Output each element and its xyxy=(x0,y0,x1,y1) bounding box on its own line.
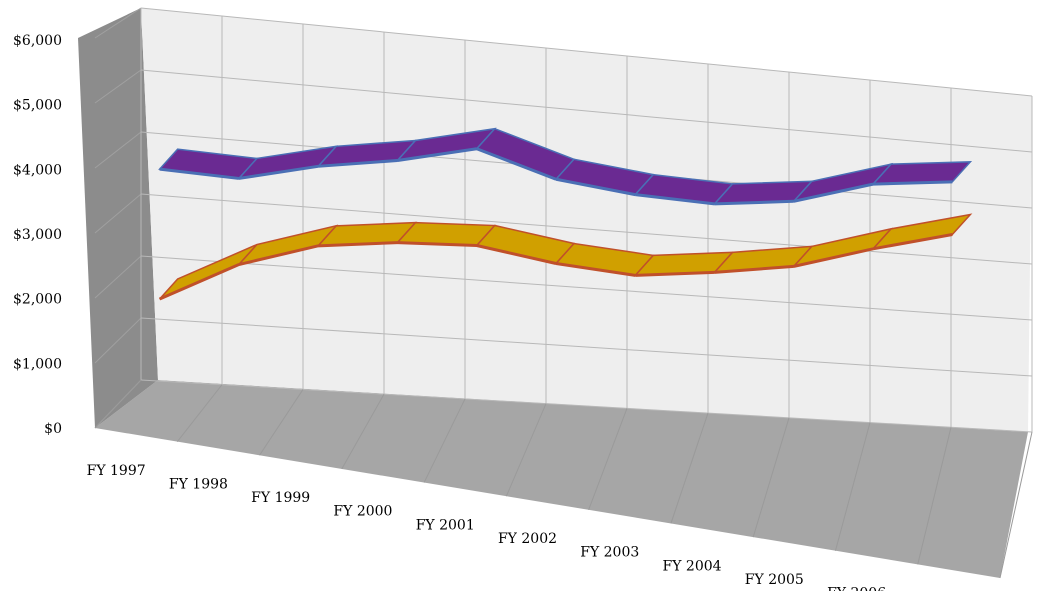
ribbon-edge xyxy=(476,244,557,265)
gridline-floor xyxy=(999,431,1033,579)
gridline-side xyxy=(94,317,142,364)
ribbon-edge xyxy=(635,193,715,206)
gridline-floor xyxy=(834,422,871,551)
gridline-horizontal xyxy=(140,379,1033,433)
y-tick-label: $1,000 xyxy=(13,356,62,372)
series-ribbon xyxy=(159,213,973,301)
chart-side-wall xyxy=(78,8,158,428)
ribbon-edge xyxy=(872,232,953,251)
ribbon-edge xyxy=(635,270,715,277)
x-tick-label: FY 1999 xyxy=(251,490,310,506)
gridline-side xyxy=(94,255,142,299)
ribbon-edge xyxy=(238,164,319,180)
ribbon-edge xyxy=(238,244,319,266)
gridline-horizontal xyxy=(140,255,1033,321)
gridline-side xyxy=(94,7,142,39)
x-axis: FY 1997 FY 1998 FY 1999 FY 2000 FY 2001 FY 20… xyxy=(87,463,887,591)
x-tick-label: FY 2005 xyxy=(745,572,804,588)
gridline-floor xyxy=(259,389,304,456)
ribbon-edge xyxy=(714,199,794,206)
y-tick-label: $2,000 xyxy=(13,292,62,308)
gridline-side xyxy=(94,131,142,169)
x-tick-label: FY 2002 xyxy=(498,531,557,547)
y-tick-label: $3,000 xyxy=(13,227,62,243)
y-tick-label: $5,000 xyxy=(13,98,62,114)
ribbon-edge xyxy=(555,177,636,197)
gridline-floor xyxy=(588,408,628,510)
gridline-horizontal xyxy=(140,193,1033,265)
x-tick-label: FY 2006 xyxy=(827,586,886,591)
plot-area xyxy=(158,127,973,301)
gridline-side xyxy=(94,193,142,234)
ribbon-edge xyxy=(793,182,874,203)
gridline-floor xyxy=(176,384,223,442)
gridline-floor xyxy=(670,412,709,524)
chart-back-wall xyxy=(141,8,1032,432)
ribbon-edge xyxy=(793,247,874,268)
ribbon-edge xyxy=(397,147,477,162)
gridline-floor xyxy=(752,417,790,538)
y-tick-label: $6,000 xyxy=(13,33,62,49)
gridline-floor xyxy=(94,379,142,429)
y-tick-label: $4,000 xyxy=(13,162,62,178)
gridline-floor xyxy=(423,398,466,483)
ribbon-edge xyxy=(159,167,240,180)
ribbon-edge xyxy=(476,147,557,181)
ribbon-edge xyxy=(873,180,953,186)
gridlines xyxy=(94,7,1033,579)
y-tick-label: $0 xyxy=(44,421,62,437)
x-tick-label: FY 2003 xyxy=(580,545,639,561)
gridline-side xyxy=(94,69,142,104)
ribbon-edge xyxy=(714,264,794,274)
x-tick-label: FY 2000 xyxy=(333,504,392,520)
ribbon-edge xyxy=(159,263,240,301)
x-tick-label: FY 1997 xyxy=(87,463,146,479)
gridline-horizontal xyxy=(140,69,1033,153)
gridline-horizontal xyxy=(140,317,1033,377)
ribbon-edge xyxy=(555,262,636,277)
x-tick-label: FY 2004 xyxy=(663,558,722,574)
ribbon-edge xyxy=(318,241,398,248)
x-tick-label: FY 2001 xyxy=(416,517,475,533)
x-tick-label: FY 1998 xyxy=(169,476,228,492)
ribbon-edge xyxy=(318,158,398,168)
gridline-floor xyxy=(505,403,547,497)
ribbon-edge xyxy=(397,241,477,248)
gridline-horizontal xyxy=(140,7,1033,97)
gridline-floor xyxy=(341,393,385,470)
y-axis: $0 $1,000 $2,000 $3,000 $4,000 $5,000 $6,000 xyxy=(13,33,62,437)
series-ribbon xyxy=(158,127,973,206)
chart-floor-plane xyxy=(95,380,1028,578)
gridline-floor xyxy=(917,427,952,565)
